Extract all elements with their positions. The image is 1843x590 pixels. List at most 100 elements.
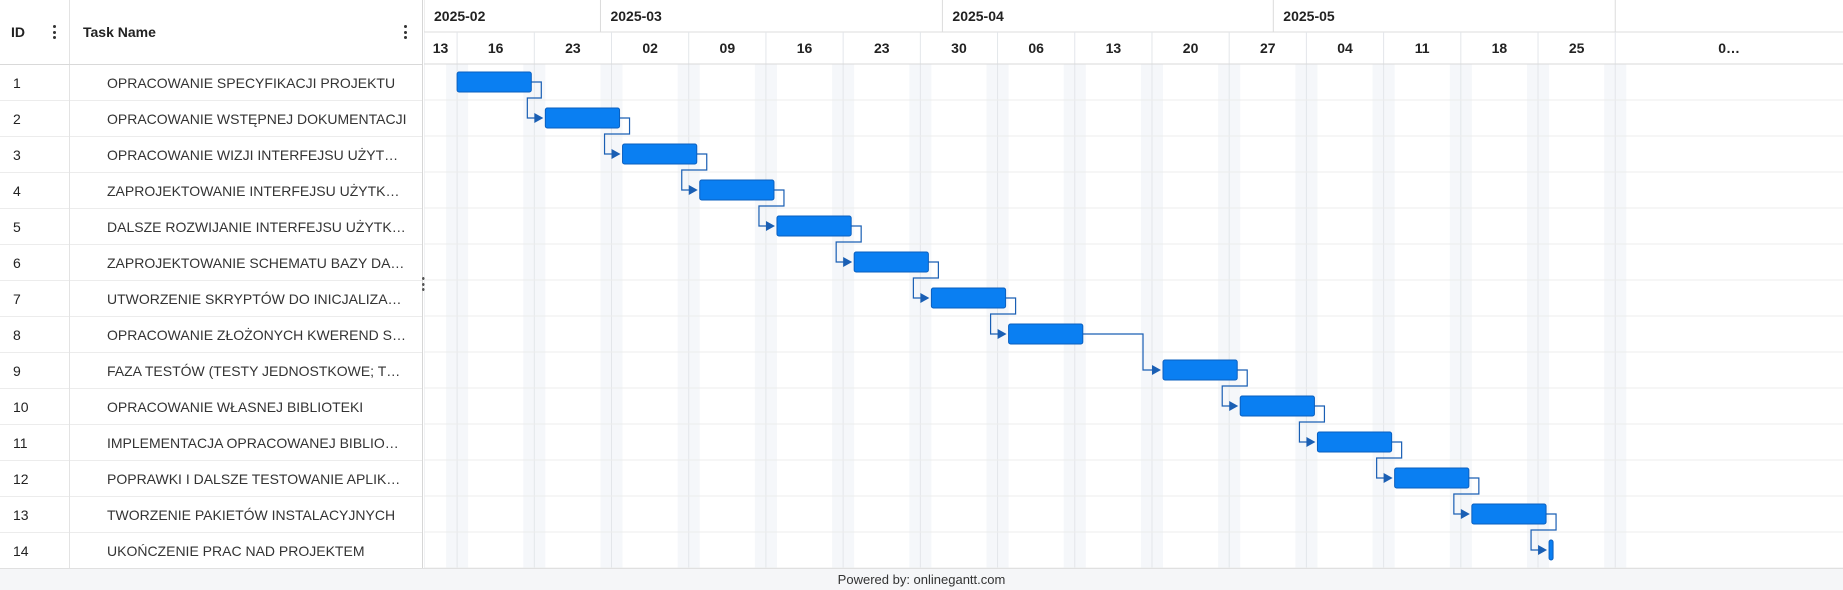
task-bar [1239, 395, 1315, 417]
task-row[interactable]: 10 OPRACOWANIE WŁASNEJ BIBLIOTEKI [0, 389, 422, 425]
dependency-arrow-icon [1383, 473, 1393, 483]
task-name-cell[interactable]: ZAPROJEKTOWANIE SCHEMATU BAZY DANYCH [107, 255, 407, 271]
task-bar [456, 71, 532, 93]
month-label: 2025-05 [1283, 8, 1335, 24]
month-label: 2025-04 [952, 8, 1004, 24]
task-bar [1316, 431, 1393, 453]
month-label: 2025-03 [610, 8, 662, 24]
week-label: 0… [1718, 40, 1740, 56]
dependency-arrow-icon [920, 293, 930, 303]
dependency-link [1082, 333, 1154, 371]
task-name-cell[interactable]: UKOŃCZENIE PRAC NAD PROJEKTEM [107, 543, 365, 559]
task-id-cell: 13 [0, 497, 70, 533]
dependency-link [758, 189, 785, 227]
week-label: 16 [797, 40, 813, 56]
task-name-cell[interactable]: OPRACOWANIE WSTĘPNEJ DOKUMENTACJI [107, 111, 407, 127]
task-id-cell: 10 [0, 389, 70, 425]
week-label: 25 [1569, 40, 1585, 56]
week-label: 16 [488, 40, 504, 56]
task-row[interactable]: 4 ZAPROJEKTOWANIE INTERFEJSU UŻYTKOWNIKA [0, 173, 422, 209]
id-column-menu-icon[interactable] [47, 22, 61, 42]
task-row[interactable]: 1 OPRACOWANIE SPECYFIKACJI PROJEKTU [0, 65, 422, 101]
task-row[interactable]: 11 IMPLEMENTACJA OPRACOWANEJ BIBLIOTEKI [0, 425, 422, 461]
dependency-arrow-icon [1229, 401, 1239, 411]
task-row[interactable]: 8 OPRACOWANIE ZŁOŻONYCH KWEREND SQL [0, 317, 422, 353]
task-name-cell[interactable]: OPRACOWANIE WIZJI INTERFEJSU UŻYTKOWNIKA [107, 147, 407, 163]
dependency-arrow-icon [1306, 437, 1316, 447]
grid-header: ID Task Name [0, 0, 422, 65]
task-row[interactable]: 9 FAZA TESTÓW (TESTY JEDNOSTKOWE; TESTY) [0, 353, 422, 389]
dependency-link [1376, 441, 1403, 479]
gantt-chart: 2025-02 2025-03 2025-04 2025-05 13 16 23 02 09 16… [424, 0, 1843, 568]
task-name-cell[interactable]: OPRACOWANIE WŁASNEJ BIBLIOTEKI [107, 399, 364, 415]
week-label: 20 [1183, 40, 1199, 56]
week-label: 23 [874, 40, 890, 56]
task-name-cell[interactable]: OPRACOWANIE ZŁOŻONYCH KWEREND SQL [107, 327, 407, 343]
task-id-cell: 4 [0, 173, 70, 209]
task-row[interactable]: 2 OPRACOWANIE WSTĘPNEJ DOKUMENTACJI [0, 101, 422, 137]
task-name-cell[interactable]: UTWORZENIE SKRYPTÓW DO INICJALIZACJI [107, 291, 407, 307]
column-header-task-name-label: Task Name [83, 24, 156, 40]
task-name-column-menu-icon[interactable] [398, 22, 412, 42]
week-label: 06 [1028, 40, 1044, 56]
dependency-link [526, 81, 542, 119]
dependency-arrow-icon [1460, 509, 1470, 519]
task-name-cell[interactable]: POPRAWKI I DALSZE TESTOWANIE APLIKACJI [107, 471, 407, 487]
task-id-cell: 7 [0, 281, 70, 317]
dependency-link [1298, 405, 1326, 443]
task-row[interactable]: 3 OPRACOWANIE WIZJI INTERFEJSU UŻYTKOWNIK… [0, 137, 422, 173]
dependency-arrow-icon [1152, 365, 1162, 375]
task-row[interactable]: 6 ZAPROJEKTOWANIE SCHEMATU BAZY DANYCH [0, 245, 422, 281]
grid-resize-handle-icon[interactable] [420, 277, 426, 291]
task-bar [699, 179, 775, 201]
task-id-cell: 5 [0, 209, 70, 245]
week-label: 02 [642, 40, 658, 56]
week-label: 09 [720, 40, 736, 56]
task-id-cell: 6 [0, 245, 70, 281]
dependency-link [603, 117, 631, 155]
task-row[interactable]: 7 UTWORZENIE SKRYPTÓW DO INICJALIZACJI [0, 281, 422, 317]
task-bar [853, 251, 929, 273]
task-bar [1008, 323, 1084, 345]
task-name-cell[interactable]: TWORZENIE PAKIETÓW INSTALACYJNYCH [107, 507, 396, 523]
task-bar [776, 215, 852, 237]
week-label: 18 [1492, 40, 1508, 56]
week-label: 11 [1415, 40, 1430, 56]
dependency-arrow-icon [688, 185, 698, 195]
task-row[interactable]: 14 UKOŃCZENIE PRAC NAD PROJEKTEM [0, 533, 422, 569]
week-label: 13 [433, 40, 449, 56]
task-rows: 1 OPRACOWANIE SPECYFIKACJI PROJEKTU 2 OPRAC… [0, 65, 422, 569]
dependency-link [912, 261, 939, 299]
task-row[interactable]: 12 POPRAWKI I DALSZE TESTOWANIE APLIKACJI [0, 461, 422, 497]
task-name-cell[interactable]: FAZA TESTÓW (TESTY JEDNOSTKOWE; TESTY) [107, 363, 407, 379]
dependency-link [989, 297, 1017, 335]
task-name-cell[interactable]: IMPLEMENTACJA OPRACOWANEJ BIBLIOTEKI [107, 435, 407, 451]
week-label: 04 [1337, 40, 1353, 56]
task-id-cell: 11 [0, 425, 70, 461]
week-label: 23 [565, 40, 581, 56]
week-label: 30 [951, 40, 967, 56]
column-header-id-label: ID [11, 24, 25, 40]
task-row[interactable]: 5 DALSZE ROZWIJANIE INTERFEJSU UŻYTKOWNIK… [0, 209, 422, 245]
dependency-link [1530, 513, 1557, 551]
task-id-cell: 14 [0, 533, 70, 569]
dependency-arrow-icon [765, 221, 775, 231]
dependency-arrow-icon [1538, 545, 1548, 555]
task-id-cell: 1 [0, 65, 70, 101]
task-id-cell: 3 [0, 137, 70, 173]
week-label: 13 [1106, 40, 1122, 56]
column-header-id[interactable]: ID [0, 0, 70, 64]
task-bar [544, 107, 621, 129]
task-row[interactable]: 13 TWORZENIE PAKIETÓW INSTALACYJNYCH [0, 497, 422, 533]
task-bar [1394, 467, 1470, 489]
month-label: 2025-02 [434, 8, 486, 24]
milestone-marker [1548, 539, 1554, 561]
task-name-cell[interactable]: ZAPROJEKTOWANIE INTERFEJSU UŻYTKOWNIKA [107, 183, 407, 199]
column-header-task-name[interactable]: Task Name [71, 0, 421, 64]
gantt-canvas: 2025-02 2025-03 2025-04 2025-05 13 16 23 02 09 16… [424, 0, 1843, 568]
dependency-arrow-icon [843, 257, 853, 267]
task-name-cell[interactable]: DALSZE ROZWIJANIE INTERFEJSU UŻYTKOWNIKA [107, 219, 407, 235]
task-name-cell[interactable]: OPRACOWANIE SPECYFIKACJI PROJEKTU [107, 75, 396, 91]
dependency-link [1453, 477, 1480, 515]
powered-by-link[interactable]: Powered by: onlinegantt.com [837, 572, 1006, 587]
